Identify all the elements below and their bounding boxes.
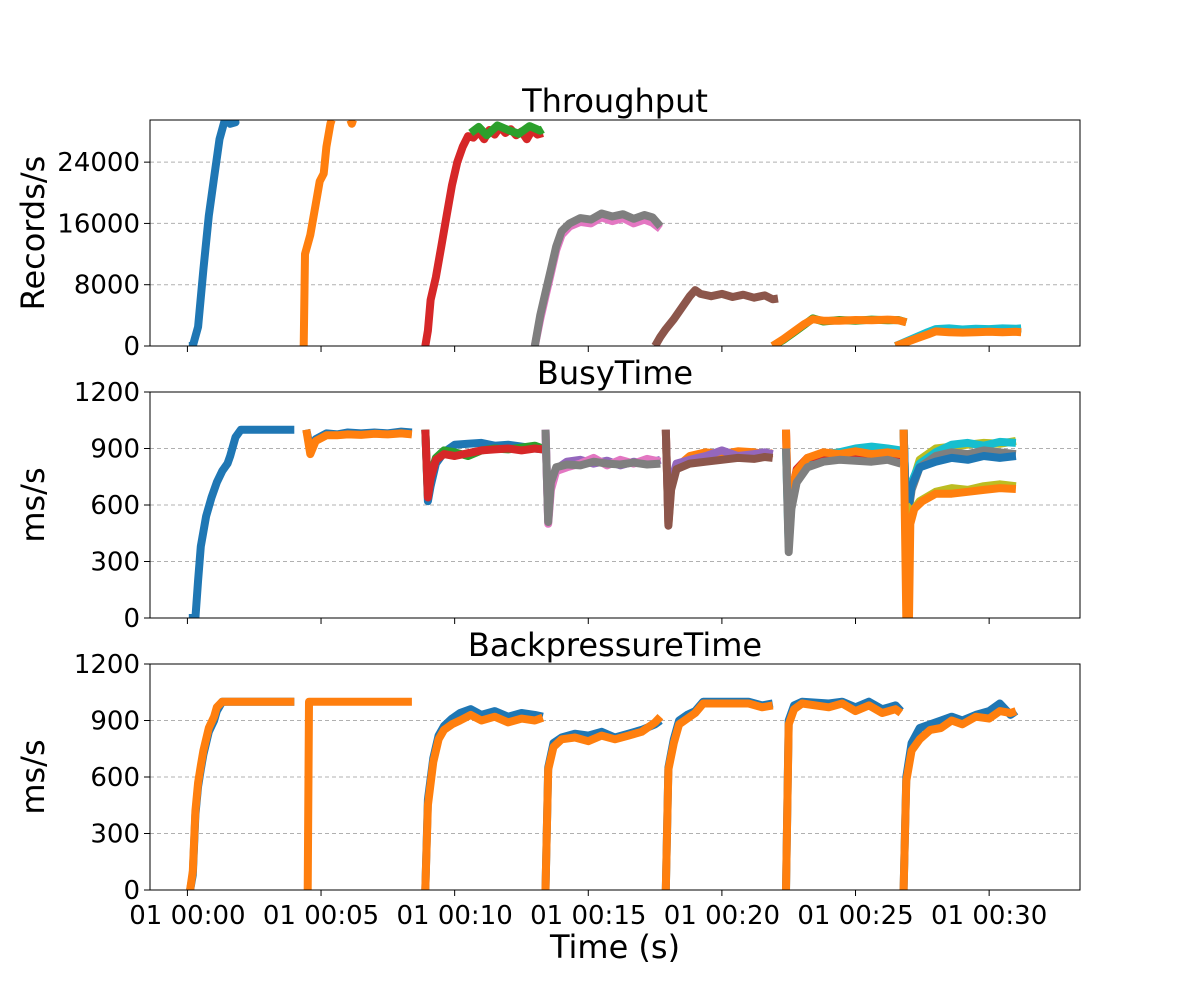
series-group <box>188 425 1017 618</box>
y-axis-label: ms/s <box>14 467 52 542</box>
subplot-2: 0 300 600 900 1200 BusyTime ms/s <box>14 354 1081 634</box>
series-line-6 <box>541 717 663 890</box>
x-tick-label: 01 00:15 <box>530 901 646 931</box>
x-axis-label: Time (s) <box>549 928 680 966</box>
series-line-8 <box>541 429 662 528</box>
series-line-10 <box>661 429 774 528</box>
series-line-4 <box>421 429 544 506</box>
series-line-3 <box>299 120 336 346</box>
series-line-9 <box>661 699 774 890</box>
series-line-9 <box>651 286 779 346</box>
series-line-7 <box>541 429 662 525</box>
y-tick-label: 600 <box>90 491 140 521</box>
y-tick-label: 0 <box>123 604 140 634</box>
series-line-11 <box>782 699 904 890</box>
series-line-7 <box>530 213 663 346</box>
x-tick-label: 01 00:00 <box>129 901 245 931</box>
series-line-1 <box>188 120 229 346</box>
y-tick-label: 600 <box>90 763 140 793</box>
x-tick-label: 01 00:10 <box>397 901 513 931</box>
axes-frame <box>149 119 1081 347</box>
series-line-3 <box>302 429 413 459</box>
y-tick-label: 1200 <box>74 650 140 680</box>
series-group <box>188 120 1022 346</box>
series-line-16 <box>782 448 902 557</box>
subplot-3: 0 300 600 900 1200 01 00:00 01 00:05 01 00:10 01… <box>14 626 1081 931</box>
y-tick-label: 900 <box>90 435 140 465</box>
x-tick-label: 01 00:30 <box>931 901 1047 931</box>
subplot-title: BackpressureTime <box>468 626 762 664</box>
y-tick-label: 300 <box>90 820 140 850</box>
series-line-22 <box>899 429 1017 618</box>
x-tick-label: 01 00:25 <box>797 901 913 931</box>
y-tick-label: 300 <box>90 548 140 578</box>
series-line-7 <box>541 713 664 890</box>
subplot-1: 0 8000 16000 24000 Throughput Records/s <box>14 82 1081 362</box>
y-tick-label: 8000 <box>74 271 140 301</box>
series-line-2 <box>186 697 295 890</box>
y-tick-label: 900 <box>90 707 140 737</box>
series-line-5 <box>421 122 544 346</box>
series-line-2 <box>224 120 240 128</box>
y-tick-label: 0 <box>123 332 140 362</box>
series-line-11 <box>770 315 908 346</box>
series-line-5 <box>421 710 545 890</box>
series-line-12 <box>661 429 774 530</box>
series-line-3 <box>303 697 412 890</box>
subplot-title: BusyTime <box>537 354 693 392</box>
x-tick-label: 01 00:20 <box>664 901 780 931</box>
subplot-title: Throughput <box>521 82 708 120</box>
y-axis-label: Records/s <box>14 156 52 311</box>
y-tick-label: 0 <box>123 876 140 906</box>
series-line-1 <box>188 425 295 618</box>
y-axis-label: ms/s <box>14 739 52 814</box>
y-tick-label: 1200 <box>74 378 140 408</box>
y-tick-label: 16000 <box>57 209 140 239</box>
y-tick-label: 24000 <box>57 148 140 178</box>
series-group <box>186 697 1019 890</box>
series-line-12 <box>899 699 1019 890</box>
series-line-11 <box>661 429 774 526</box>
series-line-13 <box>899 707 1018 890</box>
series-line-10 <box>782 697 904 890</box>
series-line-6 <box>468 121 545 140</box>
series-line-8 <box>530 209 664 346</box>
series-line-4 <box>346 120 357 128</box>
series-line-9 <box>541 429 661 526</box>
series-line-6 <box>421 429 544 502</box>
subplots: 0 8000 16000 24000 Throughput Records/s 0 300 60… <box>14 82 1081 931</box>
series-line-13 <box>894 327 1022 346</box>
series-line-8 <box>661 697 774 890</box>
x-tick-label: 01 00:05 <box>263 901 379 931</box>
